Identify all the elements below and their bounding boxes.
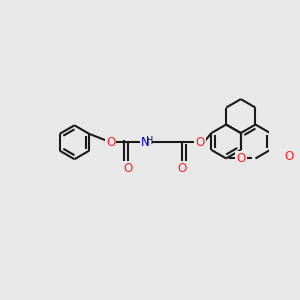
Text: O: O	[123, 162, 132, 175]
Text: O: O	[195, 136, 205, 149]
Text: O: O	[178, 162, 187, 175]
Text: H: H	[146, 136, 154, 146]
Text: O: O	[236, 152, 245, 165]
Text: O: O	[284, 150, 293, 163]
Text: N: N	[141, 136, 150, 149]
Text: O: O	[106, 136, 115, 149]
